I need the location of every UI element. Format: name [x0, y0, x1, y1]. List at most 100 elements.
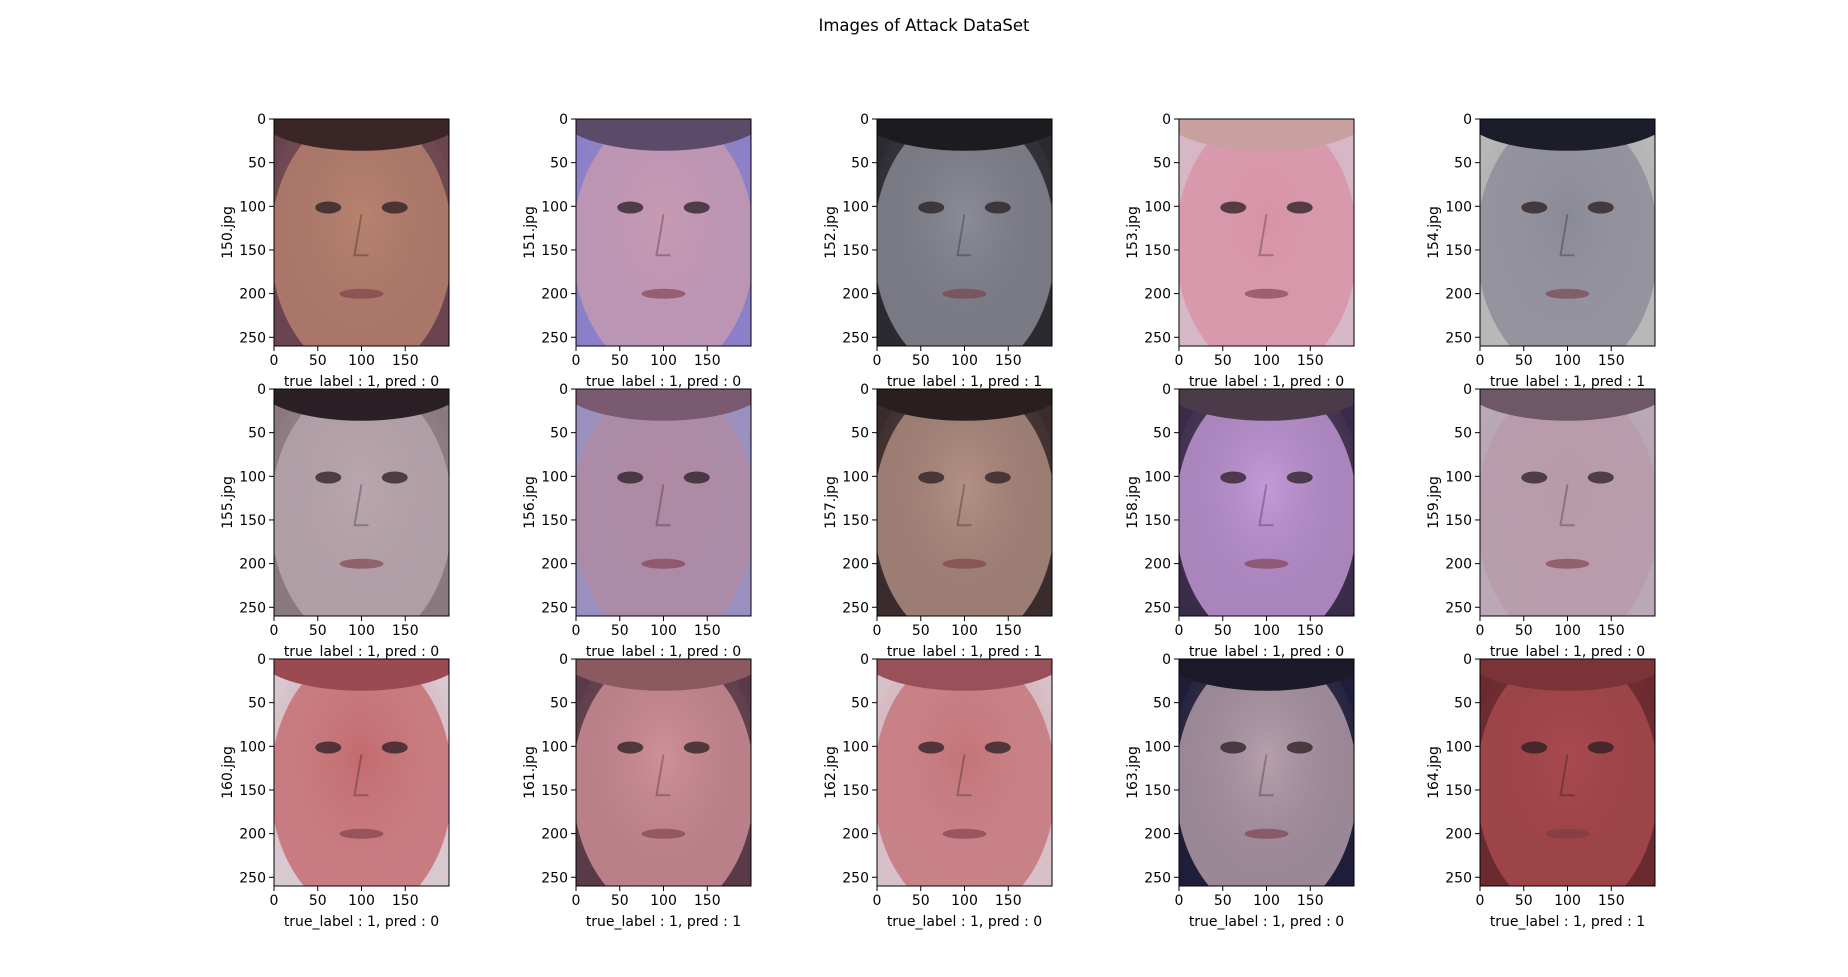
nose — [655, 484, 671, 527]
face-image — [877, 389, 1052, 616]
mouth — [1244, 288, 1289, 299]
y-tick-label: 250 — [239, 870, 266, 886]
y-tick-label: 100 — [842, 739, 869, 755]
mouth — [641, 828, 686, 839]
y-tick-label: 100 — [1445, 739, 1472, 755]
left-eye — [617, 741, 644, 754]
x-tick-label: 50 — [912, 623, 930, 639]
y-axis-label: 158.jpg — [1125, 476, 1141, 529]
x-tick-label: 0 — [873, 893, 882, 909]
x-axis-label: true_label : 1, pred : 1 — [1490, 374, 1645, 390]
y-tick-label: 150 — [541, 243, 568, 259]
nose — [655, 754, 671, 797]
y-tick-label: 50 — [248, 426, 266, 442]
y-axis-label: 150.jpg — [220, 206, 236, 259]
figure-title: Images of Attack DataSet — [818, 16, 1030, 35]
y-axis-label: 154.jpg — [1426, 206, 1442, 259]
right-eye — [1286, 201, 1313, 214]
left-eye — [1220, 471, 1247, 484]
x-tick-label: 0 — [873, 353, 882, 369]
y-tick-label: 100 — [1144, 199, 1171, 215]
x-tick-label: 50 — [1515, 353, 1533, 369]
image-axes: 0 50 100 150 0 50 100 150 200 250 true_label : 1, … — [823, 652, 1053, 930]
x-axis-label: true_label : 1, pred : 1 — [1490, 914, 1645, 930]
image-axes: 0 50 100 150 0 50 100 150 200 250 true_label : 1, … — [823, 112, 1053, 390]
image-axes: 0 50 100 150 0 50 100 150 200 250 true_label : 1, … — [522, 652, 752, 930]
y-axis-label: 157.jpg — [823, 476, 839, 529]
y-tick-label: 150 — [1144, 783, 1171, 799]
x-tick-label: 50 — [912, 893, 930, 909]
left-eye — [315, 201, 342, 214]
y-tick-label: 50 — [550, 426, 568, 442]
image-axes: 0 50 100 150 0 50 100 150 200 250 true_label : 1, … — [1426, 112, 1656, 390]
x-tick-label: 0 — [270, 893, 279, 909]
face-image — [1480, 659, 1655, 886]
nose — [1258, 214, 1274, 257]
right-eye — [984, 201, 1011, 214]
x-axis-label: true_label : 1, pred : 0 — [1189, 914, 1344, 930]
x-tick-label: 50 — [1214, 623, 1232, 639]
hair-shape — [1480, 659, 1655, 691]
x-tick-label: 150 — [995, 353, 1022, 369]
y-tick-label: 0 — [1463, 382, 1472, 398]
face-image — [1480, 119, 1655, 346]
y-tick-label: 0 — [1162, 112, 1171, 128]
x-tick-label: 0 — [1175, 623, 1184, 639]
y-tick-label: 100 — [239, 469, 266, 485]
image-panel: 0 50 100 150 0 50 100 150 200 250 true_label : 1, … — [817, 111, 1072, 398]
mouth — [1244, 828, 1289, 839]
y-axis-label: 161.jpg — [522, 746, 538, 799]
right-eye — [1587, 471, 1614, 484]
y-tick-label: 50 — [550, 696, 568, 712]
y-tick-label: 100 — [1445, 469, 1472, 485]
y-axis-label: 156.jpg — [522, 476, 538, 529]
image-axes: 0 50 100 150 0 50 100 150 200 250 true_label : 1, … — [522, 382, 752, 660]
y-axis-label: 151.jpg — [522, 206, 538, 259]
hair-shape — [274, 389, 449, 421]
x-tick-label: 150 — [1297, 893, 1324, 909]
y-tick-label: 100 — [1144, 739, 1171, 755]
x-tick-label: 0 — [572, 623, 581, 639]
x-tick-label: 50 — [912, 353, 930, 369]
x-tick-label: 150 — [1297, 623, 1324, 639]
mouth — [942, 828, 987, 839]
left-eye — [1521, 471, 1548, 484]
y-tick-label: 250 — [239, 330, 266, 346]
image-axes: 0 50 100 150 0 50 100 150 200 250 true_label : 1, … — [1426, 652, 1656, 930]
y-tick-label: 250 — [541, 870, 568, 886]
right-eye — [1286, 471, 1313, 484]
nose — [353, 214, 369, 257]
x-axis-label: true_label : 1, pred : 0 — [284, 374, 439, 390]
y-tick-label: 100 — [842, 469, 869, 485]
x-tick-label: 100 — [1554, 353, 1581, 369]
y-tick-label: 200 — [1144, 827, 1171, 843]
right-eye — [683, 201, 710, 214]
right-eye — [984, 471, 1011, 484]
y-tick-label: 200 — [541, 557, 568, 573]
x-tick-label: 150 — [392, 353, 419, 369]
x-tick-label: 0 — [1476, 893, 1485, 909]
x-tick-label: 150 — [1598, 353, 1625, 369]
y-tick-label: 100 — [541, 469, 568, 485]
y-tick-label: 250 — [541, 600, 568, 616]
x-tick-label: 50 — [309, 893, 327, 909]
x-tick-label: 0 — [270, 623, 279, 639]
image-axes: 0 50 100 150 0 50 100 150 200 250 true_label : 1, … — [1125, 382, 1355, 660]
nose — [956, 484, 972, 527]
x-tick-label: 50 — [1214, 893, 1232, 909]
image-axes: 0 50 100 150 0 50 100 150 200 250 true_label : 1, … — [220, 382, 450, 660]
y-tick-label: 50 — [248, 696, 266, 712]
right-eye — [1286, 741, 1313, 754]
image-panel: 0 50 100 150 0 50 100 150 200 250 true_label : 1, … — [214, 111, 469, 398]
y-tick-label: 150 — [842, 783, 869, 799]
y-tick-label: 150 — [239, 243, 266, 259]
x-axis-label: true_label : 1, pred : 0 — [1189, 374, 1344, 390]
y-tick-label: 200 — [842, 287, 869, 303]
y-tick-label: 0 — [1463, 112, 1472, 128]
y-tick-label: 50 — [851, 426, 869, 442]
y-tick-label: 50 — [1454, 426, 1472, 442]
image-panel: 0 50 100 150 0 50 100 150 200 250 true_label : 1, … — [214, 381, 469, 668]
x-tick-label: 150 — [1297, 353, 1324, 369]
nose — [1559, 484, 1575, 527]
right-eye — [683, 741, 710, 754]
